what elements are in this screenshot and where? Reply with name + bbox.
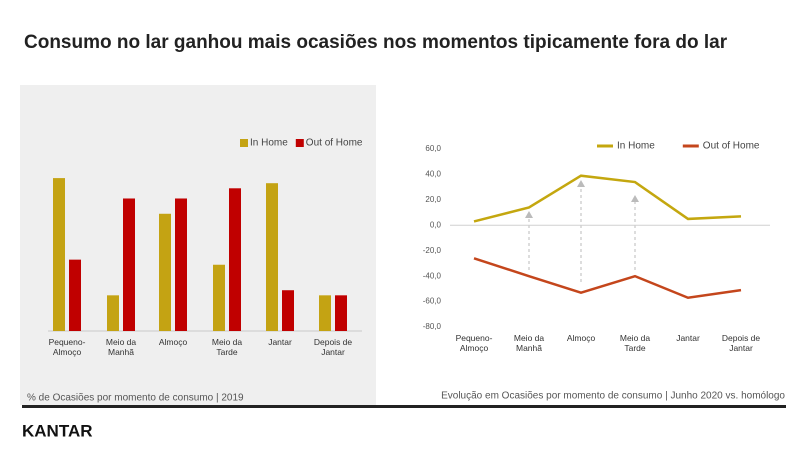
y-tick-label: 60,0 — [425, 144, 441, 153]
bar — [159, 213, 171, 331]
x-tick-label: Almoço — [158, 337, 188, 347]
line — [473, 174, 742, 223]
x-tick-label: Jantar — [676, 333, 700, 343]
arrows — [528, 185, 636, 282]
divider — [22, 405, 786, 408]
y-tick-label: 0,0 — [430, 220, 442, 229]
y-tick-label: 20,0 — [425, 195, 441, 204]
line — [473, 257, 742, 300]
left-caption: % de Ocasiões por momento de consumo | 2… — [27, 393, 244, 404]
legend-swatch — [240, 139, 248, 147]
slide-title: Consumo no lar ganhou mais ocasiões nos … — [24, 32, 728, 53]
arrow-heads — [525, 180, 639, 218]
y-tick-label: -40,0 — [423, 271, 442, 280]
y-tick-label: -20,0 — [423, 246, 442, 255]
bar — [107, 295, 119, 331]
legend-label: Out of Home — [703, 141, 760, 152]
legend-swatch — [295, 139, 304, 147]
x-tick-label: Pequeno-Almoço — [48, 337, 86, 357]
arrow-head — [577, 180, 585, 187]
y-tick-label: -60,0 — [423, 297, 442, 306]
x-tick-label: Jantar — [268, 337, 292, 347]
legend-label: In Home — [250, 138, 288, 149]
brand: KANTAR — [22, 421, 93, 440]
arrow-head — [525, 211, 533, 218]
bar — [319, 295, 331, 331]
legend-label: In Home — [617, 141, 655, 152]
y-tick-label: -80,0 — [423, 322, 442, 331]
bar — [335, 295, 347, 331]
x-tick-label: Depois de Jantar — [721, 333, 761, 353]
legend-label: Out of Home — [306, 138, 363, 149]
x-tick-label: Meio da Manhã — [513, 333, 545, 353]
x-tick-label: Depois de Jantar — [313, 337, 353, 357]
bar — [69, 259, 81, 331]
x-tick-label: Almoço — [566, 333, 596, 343]
bar — [266, 183, 278, 331]
bar — [53, 178, 65, 331]
bar — [213, 264, 225, 331]
y-tick-label: 40,0 — [425, 170, 441, 179]
bar — [123, 198, 135, 331]
x-tick-label: Meio da Tarde — [619, 333, 651, 353]
bar — [175, 198, 187, 331]
left-panel — [20, 85, 376, 405]
right-caption: Evolução em Ocasiões por momento de cons… — [441, 391, 785, 402]
bar — [229, 188, 241, 331]
x-tick-label: Meio da Tarde — [211, 337, 243, 357]
bar — [282, 290, 294, 331]
x-tick-label: Meio da Manhã — [105, 337, 137, 357]
x-tick-label: Pequeno-Almoço — [455, 333, 493, 353]
arrow-head — [631, 195, 639, 202]
